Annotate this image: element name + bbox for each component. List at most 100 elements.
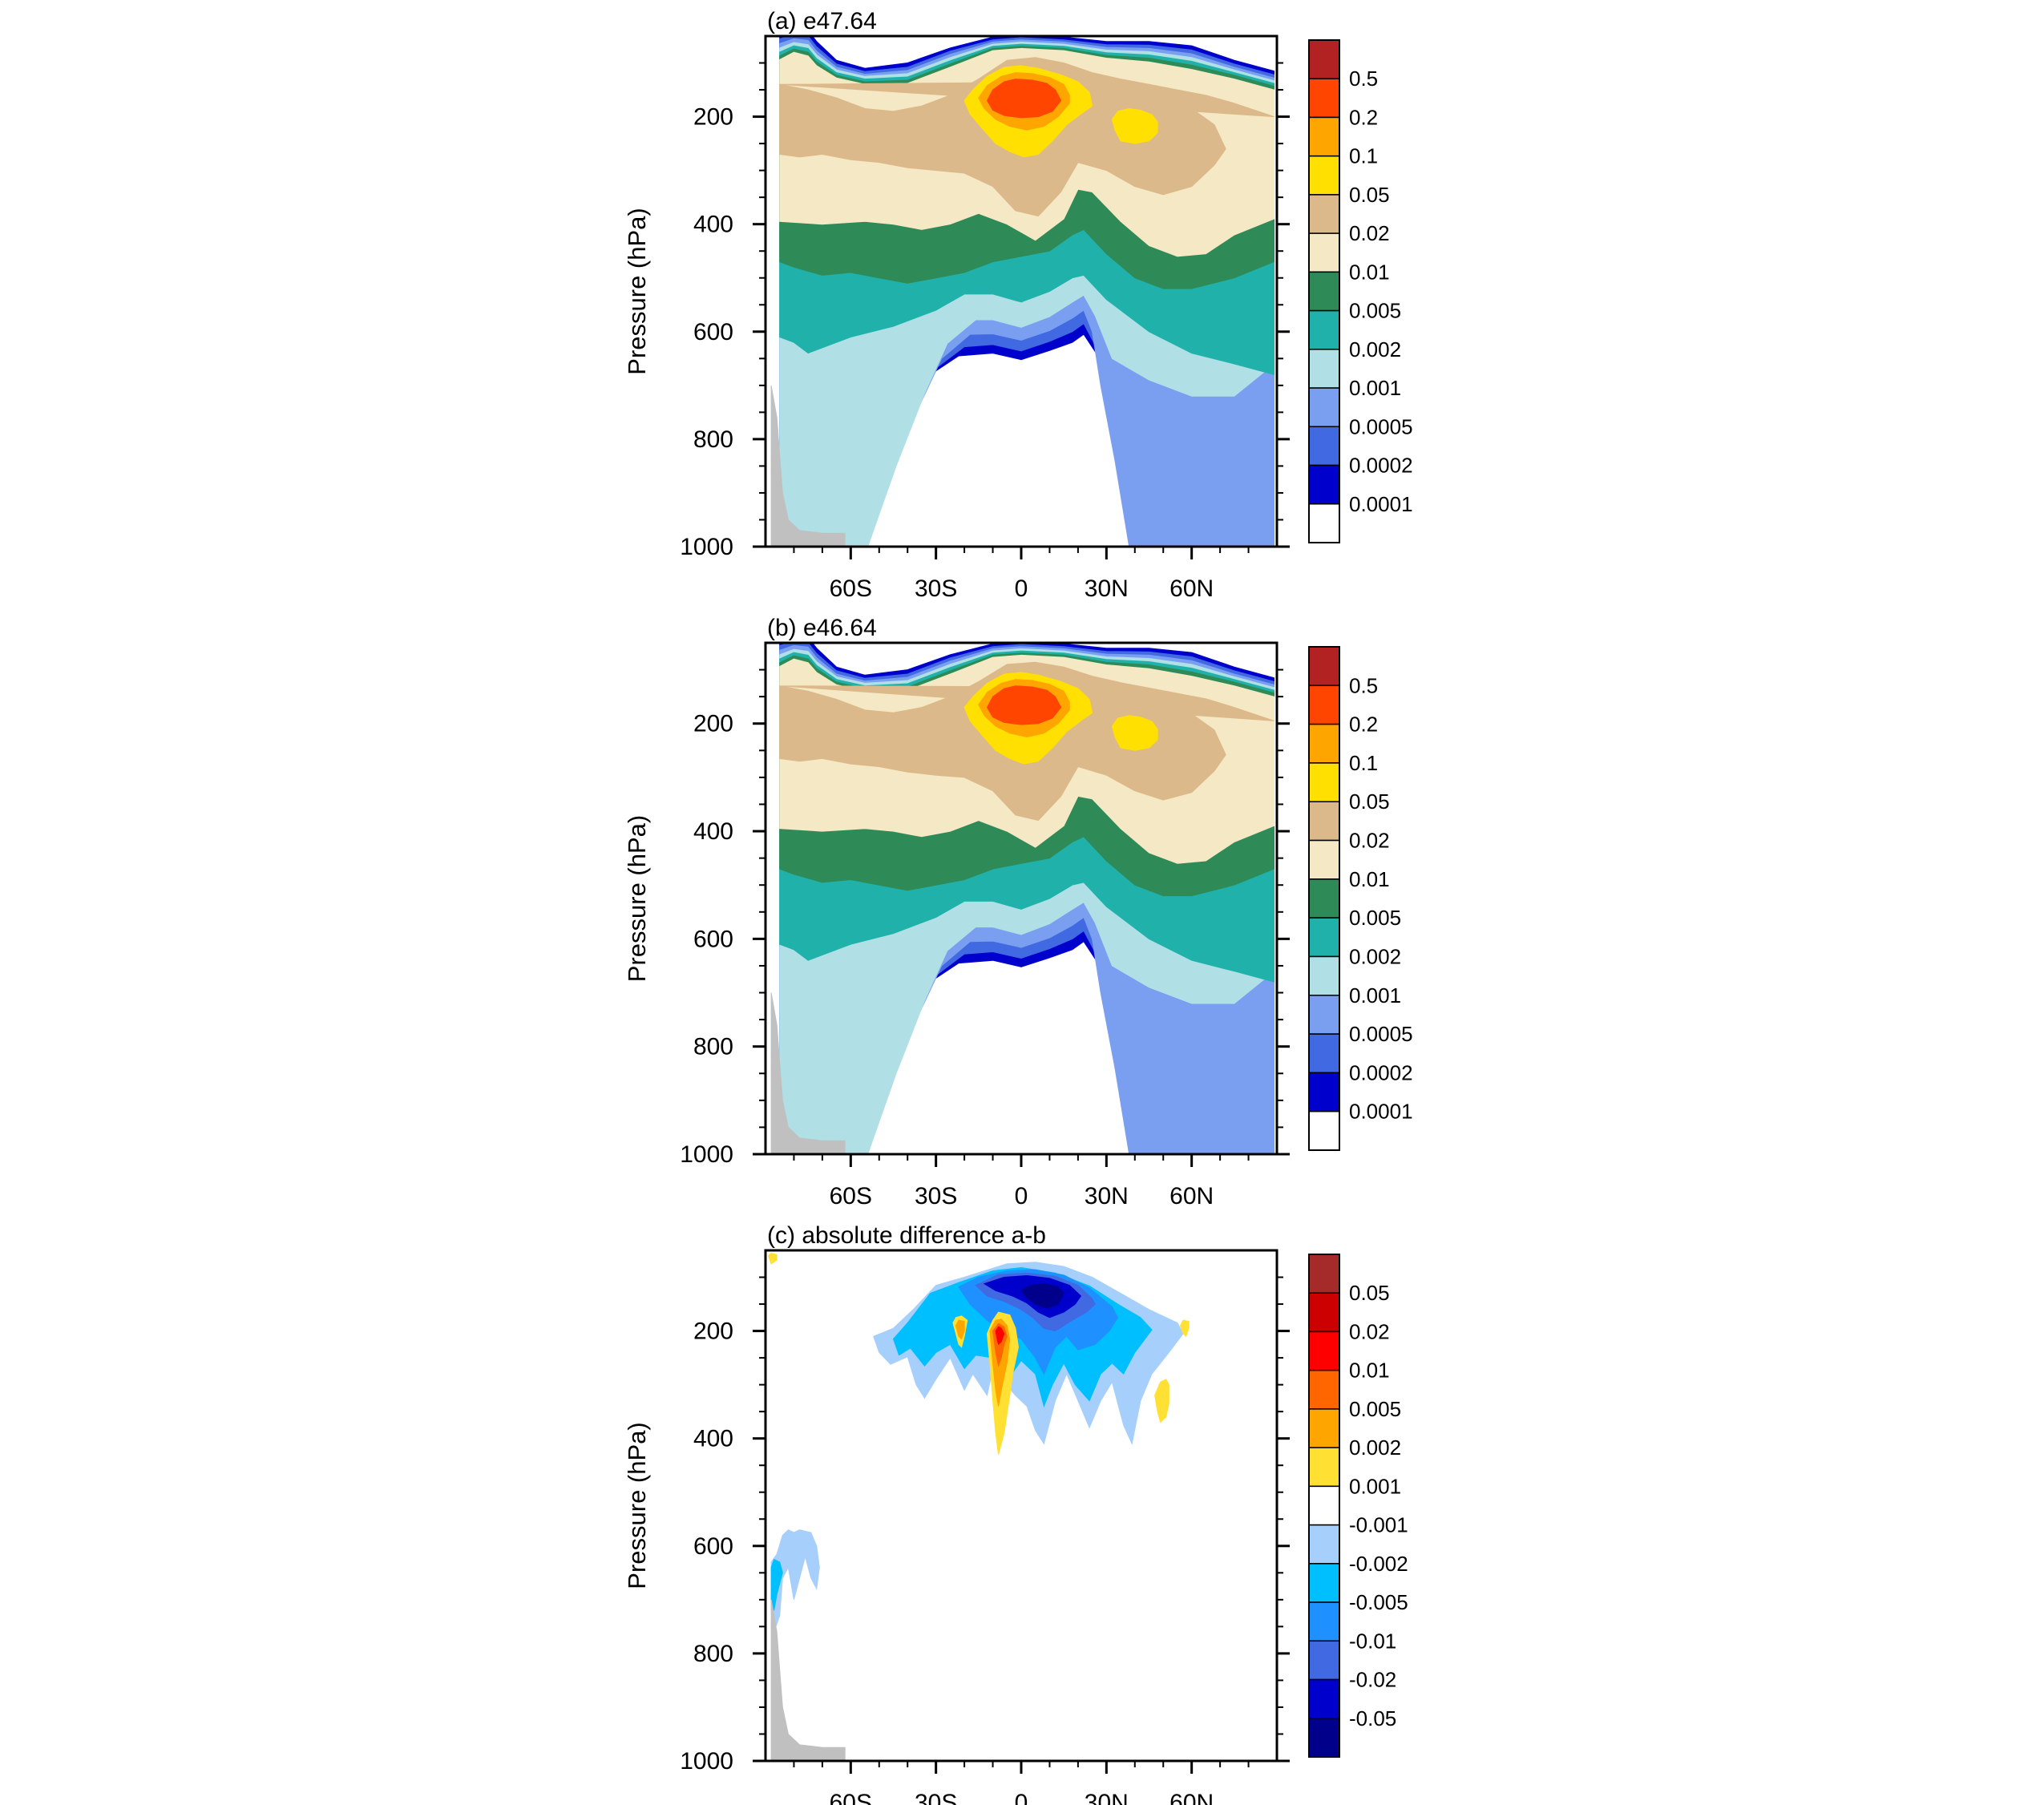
colorbar-swatch	[1308, 194, 1340, 234]
colorbar-swatch	[1308, 1254, 1340, 1294]
x-tick-label: 60N	[1169, 1183, 1214, 1209]
colorbar-swatch	[1308, 1292, 1340, 1333]
colorbar-swatch	[1308, 309, 1340, 350]
colorbar-swatch	[1308, 801, 1340, 842]
colorbar-label: 0.01	[1349, 1359, 1390, 1383]
y-tick-label: 1000	[680, 1748, 733, 1775]
contour-band-0.002	[767, 1252, 778, 1265]
colorbar-swatch	[1308, 839, 1340, 880]
colorbar-label: -0.02	[1349, 1668, 1396, 1692]
colorbar-swatch	[1308, 1485, 1340, 1526]
colorbar-label: 0.05	[1349, 1281, 1390, 1305]
colorbar-label: 0.0002	[1349, 454, 1413, 478]
colorbar-swatch	[1308, 878, 1340, 919]
y-tick-label: 1000	[680, 534, 733, 560]
contour-bands	[767, 1252, 1190, 1761]
panel-title: (a) e47.64	[767, 8, 877, 34]
colorbar-swatch	[1308, 723, 1340, 764]
colorbar-label: 0.0001	[1349, 1100, 1413, 1124]
colorbar-label: 0.002	[1349, 337, 1401, 361]
x-tick-label: 60S	[830, 575, 872, 602]
colorbar-swatch	[1308, 503, 1340, 543]
y-tick-label: 400	[693, 1426, 733, 1452]
y-tick-label: 400	[693, 212, 733, 238]
x-tick-label: 0	[1015, 1183, 1028, 1209]
colorbar-label: 0.002	[1349, 1436, 1401, 1460]
contour-band-0.2	[986, 685, 1062, 725]
contour-band-0.002	[1179, 1319, 1190, 1338]
y-tick-label: 800	[693, 426, 733, 453]
colorbar-swatch	[1308, 1640, 1340, 1681]
x-tick-label: 0	[1015, 1790, 1028, 1805]
colorbar-label: 0.001	[1349, 1474, 1401, 1498]
colorbar-swatch	[1308, 955, 1340, 996]
colorbar-label: 0.2	[1349, 105, 1378, 129]
colorbar-label: 0.0005	[1349, 1022, 1413, 1046]
y-tick-label: 800	[693, 1641, 733, 1667]
colorbar-frame	[1308, 1254, 1340, 1758]
colorbar-swatch	[1308, 39, 1340, 79]
contour-band-missing	[770, 992, 846, 1154]
x-tick-label: 60S	[830, 1183, 872, 1209]
colorbar-swatch	[1308, 1678, 1340, 1719]
colorbar-label: -0.002	[1349, 1552, 1408, 1576]
contour-band-0.02	[995, 1326, 1005, 1346]
contour-band--0.05	[1020, 1283, 1064, 1309]
contour-band-0.002	[1154, 1379, 1169, 1423]
colorbar-label: 0.001	[1349, 983, 1401, 1007]
colorbar-label: 0.02	[1349, 829, 1390, 853]
contour-band-0.005	[955, 1319, 965, 1340]
panel-b: (b) e46.64 Pressure (hPa) 200 400 600 800 1000…	[623, 615, 1413, 1209]
y-tick-label: 600	[693, 319, 733, 345]
colorbar-swatch	[1308, 1369, 1340, 1410]
colorbar-swatch	[1308, 1524, 1340, 1565]
x-tick-label: 30S	[915, 1790, 957, 1805]
colorbar-swatch	[1308, 1331, 1340, 1371]
colorbar-label: 0.001	[1349, 376, 1401, 400]
x-tick-label: 60S	[830, 1790, 872, 1805]
colorbar-swatch	[1308, 1033, 1340, 1074]
y-tick-label: 600	[693, 1533, 733, 1560]
y-tick-label: 1000	[680, 1141, 733, 1168]
x-tick-label: 30N	[1085, 575, 1129, 602]
colorbar-swatch	[1308, 646, 1340, 687]
contour-band-0.05	[1111, 107, 1158, 144]
contour-band-missing	[770, 385, 846, 547]
colorbar-label: 0.005	[1349, 299, 1401, 323]
x-tick-label: 0	[1015, 575, 1028, 602]
colorbar-label: 0.01	[1349, 260, 1390, 284]
colorbar-swatch	[1308, 349, 1340, 389]
x-tick-label: 60N	[1169, 1790, 1214, 1805]
y-tick-label: 200	[693, 711, 733, 737]
colorbar: 0.5 0.2 0.1 0.05 0.02 0.01 0.005 0.002 0.001 0.00…	[1308, 39, 1413, 543]
colorbar-label: 0.5	[1349, 673, 1378, 697]
x-tick-label: 30S	[915, 1183, 957, 1209]
y-axis-label: Pressure (hPa)	[623, 208, 651, 374]
contour-band-missing	[770, 1599, 846, 1761]
colorbar-swatch	[1308, 116, 1340, 157]
colorbar-swatch	[1308, 232, 1340, 273]
colorbar-swatch	[1308, 387, 1340, 428]
colorbar-swatch	[1308, 1110, 1340, 1151]
colorbar-swatch	[1308, 1718, 1340, 1758]
colorbar-swatch	[1308, 995, 1340, 1035]
y-tick-label: 200	[693, 1318, 733, 1345]
colorbar-swatch	[1308, 464, 1340, 505]
colorbar-label: 0.02	[1349, 221, 1390, 245]
y-tick-label: 600	[693, 926, 733, 952]
panel-title: (b) e46.64	[767, 615, 877, 641]
colorbar-label: -0.005	[1349, 1590, 1408, 1614]
colorbar-swatch	[1308, 917, 1340, 958]
colorbar-swatch	[1308, 1563, 1340, 1603]
colorbar-swatch	[1308, 155, 1340, 196]
colorbar-swatch	[1308, 426, 1340, 466]
colorbar-label: 0.005	[1349, 906, 1401, 930]
contour-band-0.2	[986, 79, 1062, 119]
panel-title: (c) absolute difference a-b	[767, 1222, 1046, 1249]
colorbar: 0.5 0.2 0.1 0.05 0.02 0.01 0.005 0.002 0.001 0.00…	[1308, 646, 1413, 1151]
colorbar-swatch	[1308, 78, 1340, 119]
colorbar-swatch	[1308, 1072, 1340, 1112]
contour-band-0.05	[1111, 715, 1158, 751]
colorbar-label: 0.1	[1349, 144, 1378, 168]
